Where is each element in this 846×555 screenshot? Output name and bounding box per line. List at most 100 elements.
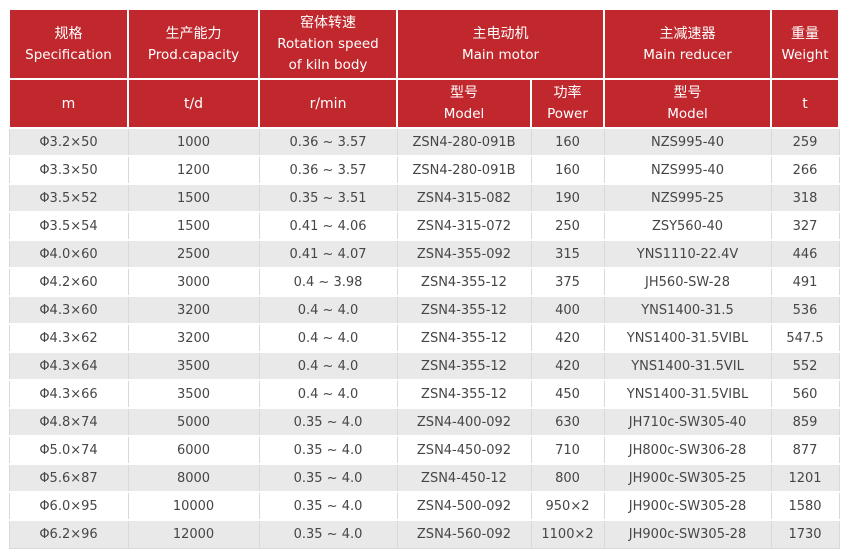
table-cell: Φ4.0×60 — [8, 239, 129, 269]
table-cell: Φ3.2×50 — [8, 127, 129, 157]
table-row: Φ3.2×50 1000 0.36 ~ 3.57 ZSN4-280-091B 160 NZ… — [8, 127, 840, 157]
table-cell: ZSN4-280-091B — [396, 127, 532, 157]
table-cell: 560 — [770, 379, 840, 409]
table-cell: 3500 — [127, 351, 260, 381]
col-header-weight: 重量 Weight — [770, 8, 841, 80]
table-cell: ZSN4-315-082 — [396, 183, 532, 213]
table-cell: 1100×2 — [530, 519, 605, 549]
table-cell: 710 — [530, 435, 605, 465]
table-cell: JH710c-SW305-40 — [603, 407, 772, 437]
unit-rotation-label: r/min — [309, 96, 347, 112]
table-cell: Φ5.0×74 — [8, 435, 129, 465]
table-cell: JH900c-SW305-28 — [603, 519, 772, 549]
power-label-zh: 功率 — [553, 85, 582, 101]
table-cell: JH560-SW-28 — [603, 267, 772, 297]
table-cell: YNS1400-31.5VIBL — [603, 323, 772, 353]
table-row: Φ3.5×54 1500 0.41 ~ 4.06 ZSN4-315-072 250 ZSY… — [8, 211, 840, 241]
table-cell: 536 — [770, 295, 840, 325]
table-row: Φ3.5×52 1500 0.35 ~ 3.51 ZSN4-315-082 190 NZS… — [8, 183, 840, 213]
weight-label-zh: 重量 — [791, 25, 820, 42]
table-row: Φ5.6×87 8000 0.35 ~ 4.0 ZSN4-450-12 800 JH900… — [8, 463, 840, 493]
table-cell: 547.5 — [770, 323, 840, 353]
capacity-label-zh: 生产能力 — [165, 25, 222, 42]
table-cell: 0.4 ~ 4.0 — [258, 351, 398, 381]
subheader-motor-power: 功率 Power — [529, 78, 606, 129]
table-cell: NZS995-25 — [603, 183, 772, 213]
subheader-motor-model: 型号 Model — [396, 78, 532, 129]
table-cell: 0.36 ~ 3.57 — [258, 127, 398, 157]
table-row: Φ3.3×50 1200 0.36 ~ 3.57 ZSN4-280-091B 160 NZ… — [8, 155, 840, 185]
col-header-specification: 规格 Specification — [8, 8, 129, 80]
table-cell: 1000 — [127, 127, 260, 157]
rotation-label-en-line1: Rotation speed — [277, 36, 379, 52]
table-cell: 8000 — [127, 463, 260, 493]
table-cell: 266 — [770, 155, 840, 185]
table-cell: ZSN4-315-072 — [396, 211, 532, 241]
table-cell: 0.35 ~ 3.51 — [258, 183, 398, 213]
table-row: Φ4.3×64 3500 0.4 ~ 4.0 ZSN4-355-12 420 YNS140… — [8, 351, 840, 381]
table-cell: 190 — [530, 183, 605, 213]
table-cell: YNS1400-31.5VIL — [603, 351, 772, 381]
col-header-main-motor: 主电动机 Main motor — [395, 8, 606, 80]
table-cell: 12000 — [127, 519, 260, 549]
table-cell: Φ4.3×62 — [8, 323, 129, 353]
table-row: Φ4.2×60 3000 0.4 ~ 3.98 ZSN4-355-12 375 JH560… — [8, 267, 840, 297]
table-cell: JH800c-SW306-28 — [603, 435, 772, 465]
table-cell: Φ3.3×50 — [8, 155, 129, 185]
table-cell: 250 — [530, 211, 605, 241]
table-cell: 0.35 ~ 4.0 — [258, 435, 398, 465]
table-cell: Φ4.3×66 — [8, 379, 129, 409]
rotation-label-en-line2: of kiln body — [288, 57, 368, 73]
table-cell: 0.35 ~ 4.0 — [258, 407, 398, 437]
table-cell: Φ6.0×95 — [8, 491, 129, 521]
motor-label-zh: 主电动机 — [472, 25, 529, 42]
table-cell: Φ4.3×64 — [8, 351, 129, 381]
weight-label-en: Weight — [781, 46, 829, 63]
table-cell: Φ6.2×96 — [8, 519, 129, 549]
rotation-label-zh: 窑体转速 — [300, 15, 356, 31]
table-cell: 1500 — [127, 183, 260, 213]
table-cell: ZSN4-355-12 — [396, 267, 532, 297]
table-cell: 0.36 ~ 3.57 — [258, 155, 398, 185]
table-cell: 877 — [770, 435, 840, 465]
table-cell: 0.4 ~ 4.0 — [258, 295, 398, 325]
table-cell: ZSN4-500-092 — [396, 491, 532, 521]
table-cell: Φ5.6×87 — [8, 463, 129, 493]
unit-capacity: t/d — [127, 78, 260, 129]
table-cell: 259 — [770, 127, 840, 157]
table-cell: Φ3.5×54 — [8, 211, 129, 241]
table-cell: ZSN4-355-12 — [396, 323, 532, 353]
table-cell: 0.41 ~ 4.07 — [258, 239, 398, 269]
table-cell: 0.4 ~ 3.98 — [258, 267, 398, 297]
power-label-en: Power — [547, 106, 588, 122]
table-cell: 400 — [530, 295, 605, 325]
table-cell: ZSN4-450-092 — [396, 435, 532, 465]
table-row: Φ4.3×62 3200 0.4 ~ 4.0 ZSN4-355-12 420 YNS140… — [8, 323, 840, 353]
col-header-capacity: 生产能力 Prod.capacity — [127, 8, 260, 80]
table-cell: 5000 — [127, 407, 260, 437]
reducer-model-label-en: Model — [667, 106, 708, 122]
table-cell: ZSN4-400-092 — [396, 407, 532, 437]
col-header-main-reducer: 主减速器 Main reducer — [603, 8, 773, 80]
table-cell: 800 — [530, 463, 605, 493]
table-cell: 446 — [770, 239, 840, 269]
table-row: Φ4.3×66 3500 0.4 ~ 4.0 ZSN4-355-12 450 YNS140… — [8, 379, 840, 409]
table-cell: ZSN4-560-092 — [396, 519, 532, 549]
table-cell: 10000 — [127, 491, 260, 521]
table-cell: ZSN4-355-12 — [396, 351, 532, 381]
table-cell: 375 — [530, 267, 605, 297]
table-cell: NZS995-40 — [603, 155, 772, 185]
unit-weight-label: t — [802, 96, 808, 112]
table-row: Φ4.8×74 5000 0.35 ~ 4.0 ZSN4-400-092 630 JH71… — [8, 407, 840, 437]
table-cell: Φ3.5×52 — [8, 183, 129, 213]
kiln-spec-table: 规格 Specification 生产能力 Prod.capacity 窑体转速… — [8, 8, 841, 549]
table-cell: Φ4.3×60 — [8, 295, 129, 325]
table-cell: Φ4.8×74 — [8, 407, 129, 437]
reducer-label-zh: 主减速器 — [659, 25, 716, 42]
motor-model-label-en: Model — [443, 106, 485, 122]
table-row: Φ6.0×95 10000 0.35 ~ 4.0 ZSN4-500-092 950×2 J… — [8, 491, 840, 521]
table-cell: 318 — [770, 183, 840, 213]
table-cell: JH900c-SW305-28 — [603, 491, 772, 521]
motor-model-label-zh: 型号 — [450, 85, 478, 101]
table-cell: 1500 — [127, 211, 260, 241]
